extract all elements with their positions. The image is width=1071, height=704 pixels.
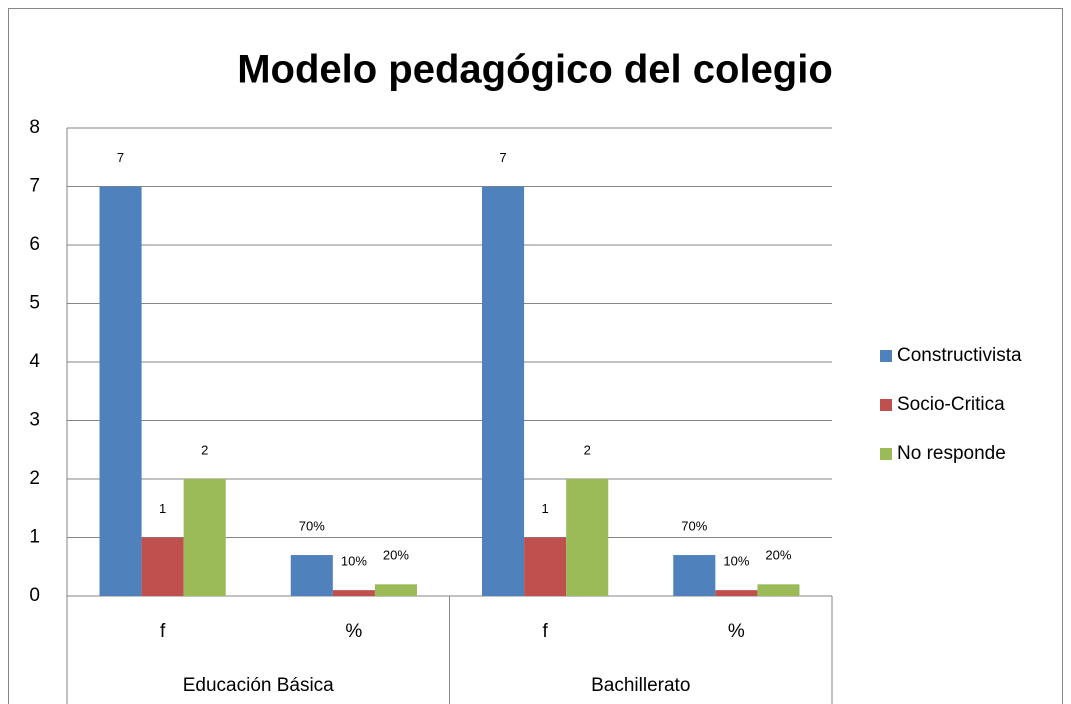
data-label: 7 xyxy=(117,150,124,165)
bar xyxy=(99,186,142,596)
bar xyxy=(566,479,609,596)
legend-label: Socio-Critica xyxy=(897,394,1005,415)
data-label: 20% xyxy=(383,548,409,563)
bar xyxy=(482,186,525,596)
y-tick-label: 1 xyxy=(29,527,40,548)
legend-swatch xyxy=(880,399,892,411)
y-tick-label: 6 xyxy=(29,234,40,255)
x-tick-label: % xyxy=(728,621,745,642)
y-tick-label: 2 xyxy=(29,468,40,489)
y-tick-label: 3 xyxy=(29,410,40,431)
data-label: 2 xyxy=(584,442,591,457)
legend-label: Constructivista xyxy=(897,345,1022,366)
y-tick-label: 7 xyxy=(29,176,40,197)
legend-label: No responde xyxy=(897,443,1006,464)
bar xyxy=(374,584,417,596)
data-label: 70% xyxy=(681,518,707,533)
data-label: 70% xyxy=(299,518,325,533)
y-tick-label: 4 xyxy=(29,351,40,372)
data-label: 20% xyxy=(765,548,791,563)
group-label: Bachillerato xyxy=(591,675,690,696)
bar xyxy=(757,584,800,596)
bar xyxy=(524,537,567,596)
data-label: 2 xyxy=(201,442,208,457)
data-label: 10% xyxy=(341,554,367,569)
bar xyxy=(332,590,375,596)
legend-swatch xyxy=(880,448,892,460)
legend-swatch xyxy=(880,350,892,362)
y-tick-label: 5 xyxy=(29,293,40,314)
group-label: Educación Básica xyxy=(183,675,334,696)
bar xyxy=(141,537,184,596)
x-tick-label: f xyxy=(542,621,548,642)
x-tick-label: f xyxy=(160,621,166,642)
data-label: 7 xyxy=(499,150,506,165)
bar xyxy=(673,555,716,596)
chart-title: Modelo pedagógico del colegio xyxy=(237,48,833,92)
y-tick-label: 8 xyxy=(29,117,40,138)
data-label: 1 xyxy=(159,501,166,516)
bar xyxy=(183,479,226,596)
bar xyxy=(290,555,333,596)
x-tick-label: % xyxy=(345,621,362,642)
data-label: 10% xyxy=(723,554,749,569)
bar xyxy=(715,590,758,596)
data-label: 1 xyxy=(542,501,549,516)
y-tick-label: 0 xyxy=(29,585,40,606)
